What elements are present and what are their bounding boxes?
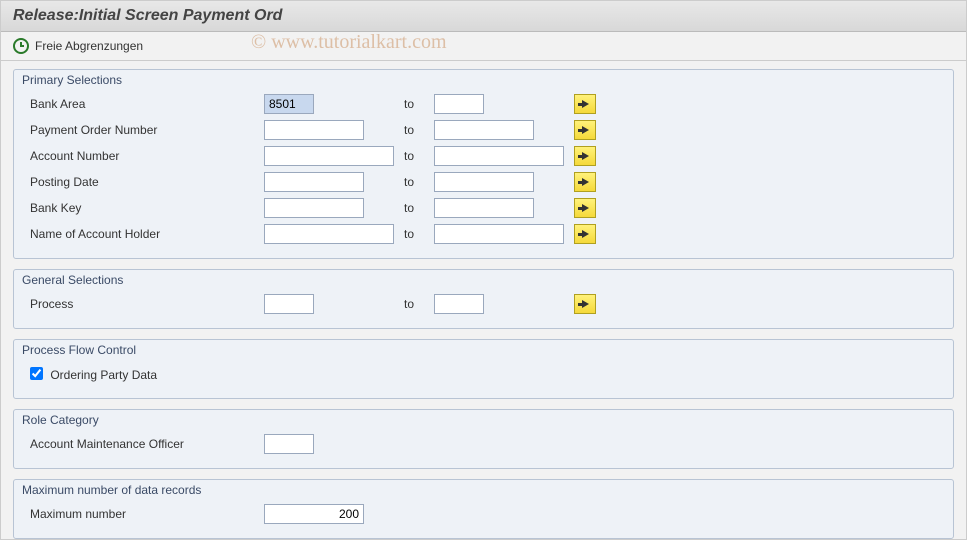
holder-range-button[interactable] [574, 224, 596, 244]
posting-range-button[interactable] [574, 172, 596, 192]
role-category-group: Role Category Account Maintenance Office… [13, 409, 954, 469]
holder-label: Name of Account Holder [24, 227, 264, 241]
process-label: Process [24, 297, 264, 311]
maxnum-input[interactable] [264, 504, 364, 524]
pon-range-button[interactable] [574, 120, 596, 140]
amo-label: Account Maintenance Officer [24, 437, 264, 451]
arrow-right-icon [582, 152, 589, 160]
bank-area-to-input[interactable] [434, 94, 484, 114]
ordering-party-checkbox[interactable] [30, 367, 43, 380]
holder-to-label: to [404, 227, 434, 241]
row-account-holder: Name of Account Holder to [24, 222, 943, 246]
arrow-right-icon [582, 300, 589, 308]
acct-label: Account Number [24, 149, 264, 163]
amo-input[interactable] [264, 434, 314, 454]
row-account-number: Account Number to [24, 144, 943, 168]
row-bank-key: Bank Key to [24, 196, 943, 220]
process-flow-control-title: Process Flow Control [22, 343, 136, 357]
maxnum-label: Maximum number [24, 507, 264, 521]
bank-area-to-label: to [404, 97, 434, 111]
primary-selections-group: Primary Selections Bank Area to Payment … [13, 69, 954, 259]
arrow-right-icon [582, 230, 589, 238]
pon-label: Payment Order Number [24, 123, 264, 137]
bankkey-to-input[interactable] [434, 198, 534, 218]
arrow-right-icon [582, 126, 589, 134]
maximum-records-title: Maximum number of data records [22, 483, 201, 497]
bankkey-to-label: to [404, 201, 434, 215]
bank-area-range-button[interactable] [574, 94, 596, 114]
holder-to-input[interactable] [434, 224, 564, 244]
row-maxnum: Maximum number [24, 502, 943, 526]
general-selections-title: General Selections [22, 273, 123, 287]
bank-area-from-input[interactable] [264, 94, 314, 114]
process-to-label: to [404, 297, 434, 311]
row-payment-order-number: Payment Order Number to [24, 118, 943, 142]
row-ordering-party: Ordering Party Data [24, 362, 943, 386]
bankkey-from-input[interactable] [264, 198, 364, 218]
toolbar: Freie Abgrenzungen [1, 32, 966, 61]
maximum-records-group: Maximum number of data records Maximum n… [13, 479, 954, 539]
free-delimitations-button[interactable]: Freie Abgrenzungen [13, 38, 143, 54]
acct-range-button[interactable] [574, 146, 596, 166]
acct-to-input[interactable] [434, 146, 564, 166]
holder-from-input[interactable] [264, 224, 394, 244]
process-flow-control-group: Process Flow Control Ordering Party Data [13, 339, 954, 399]
posting-to-label: to [404, 175, 434, 189]
general-selections-group: General Selections Process to [13, 269, 954, 329]
free-delimitations-label: Freie Abgrenzungen [35, 39, 143, 53]
bankkey-range-button[interactable] [574, 198, 596, 218]
pon-to-label: to [404, 123, 434, 137]
app-window: Release:Initial Screen Payment Ord © www… [0, 0, 967, 540]
clock-icon [13, 38, 29, 54]
pon-from-input[interactable] [264, 120, 364, 140]
arrow-right-icon [582, 100, 589, 108]
bankkey-label: Bank Key [24, 201, 264, 215]
pon-to-input[interactable] [434, 120, 534, 140]
primary-selections-title: Primary Selections [22, 73, 122, 87]
posting-to-input[interactable] [434, 172, 534, 192]
row-bank-area: Bank Area to [24, 92, 943, 116]
acct-from-input[interactable] [264, 146, 394, 166]
content-area: Primary Selections Bank Area to Payment … [1, 61, 966, 540]
posting-from-input[interactable] [264, 172, 364, 192]
page-title: Release:Initial Screen Payment Ord [13, 7, 282, 24]
arrow-right-icon [582, 178, 589, 186]
posting-label: Posting Date [24, 175, 264, 189]
bank-area-label: Bank Area [24, 97, 264, 111]
arrow-right-icon [582, 204, 589, 212]
row-process: Process to [24, 292, 943, 316]
process-range-button[interactable] [574, 294, 596, 314]
row-posting-date: Posting Date to [24, 170, 943, 194]
process-to-input[interactable] [434, 294, 484, 314]
acct-to-label: to [404, 149, 434, 163]
row-amo: Account Maintenance Officer [24, 432, 943, 456]
title-bar: Release:Initial Screen Payment Ord [1, 1, 966, 32]
process-from-input[interactable] [264, 294, 314, 314]
role-category-title: Role Category [22, 413, 99, 427]
ordering-party-label: Ordering Party Data [50, 368, 157, 382]
